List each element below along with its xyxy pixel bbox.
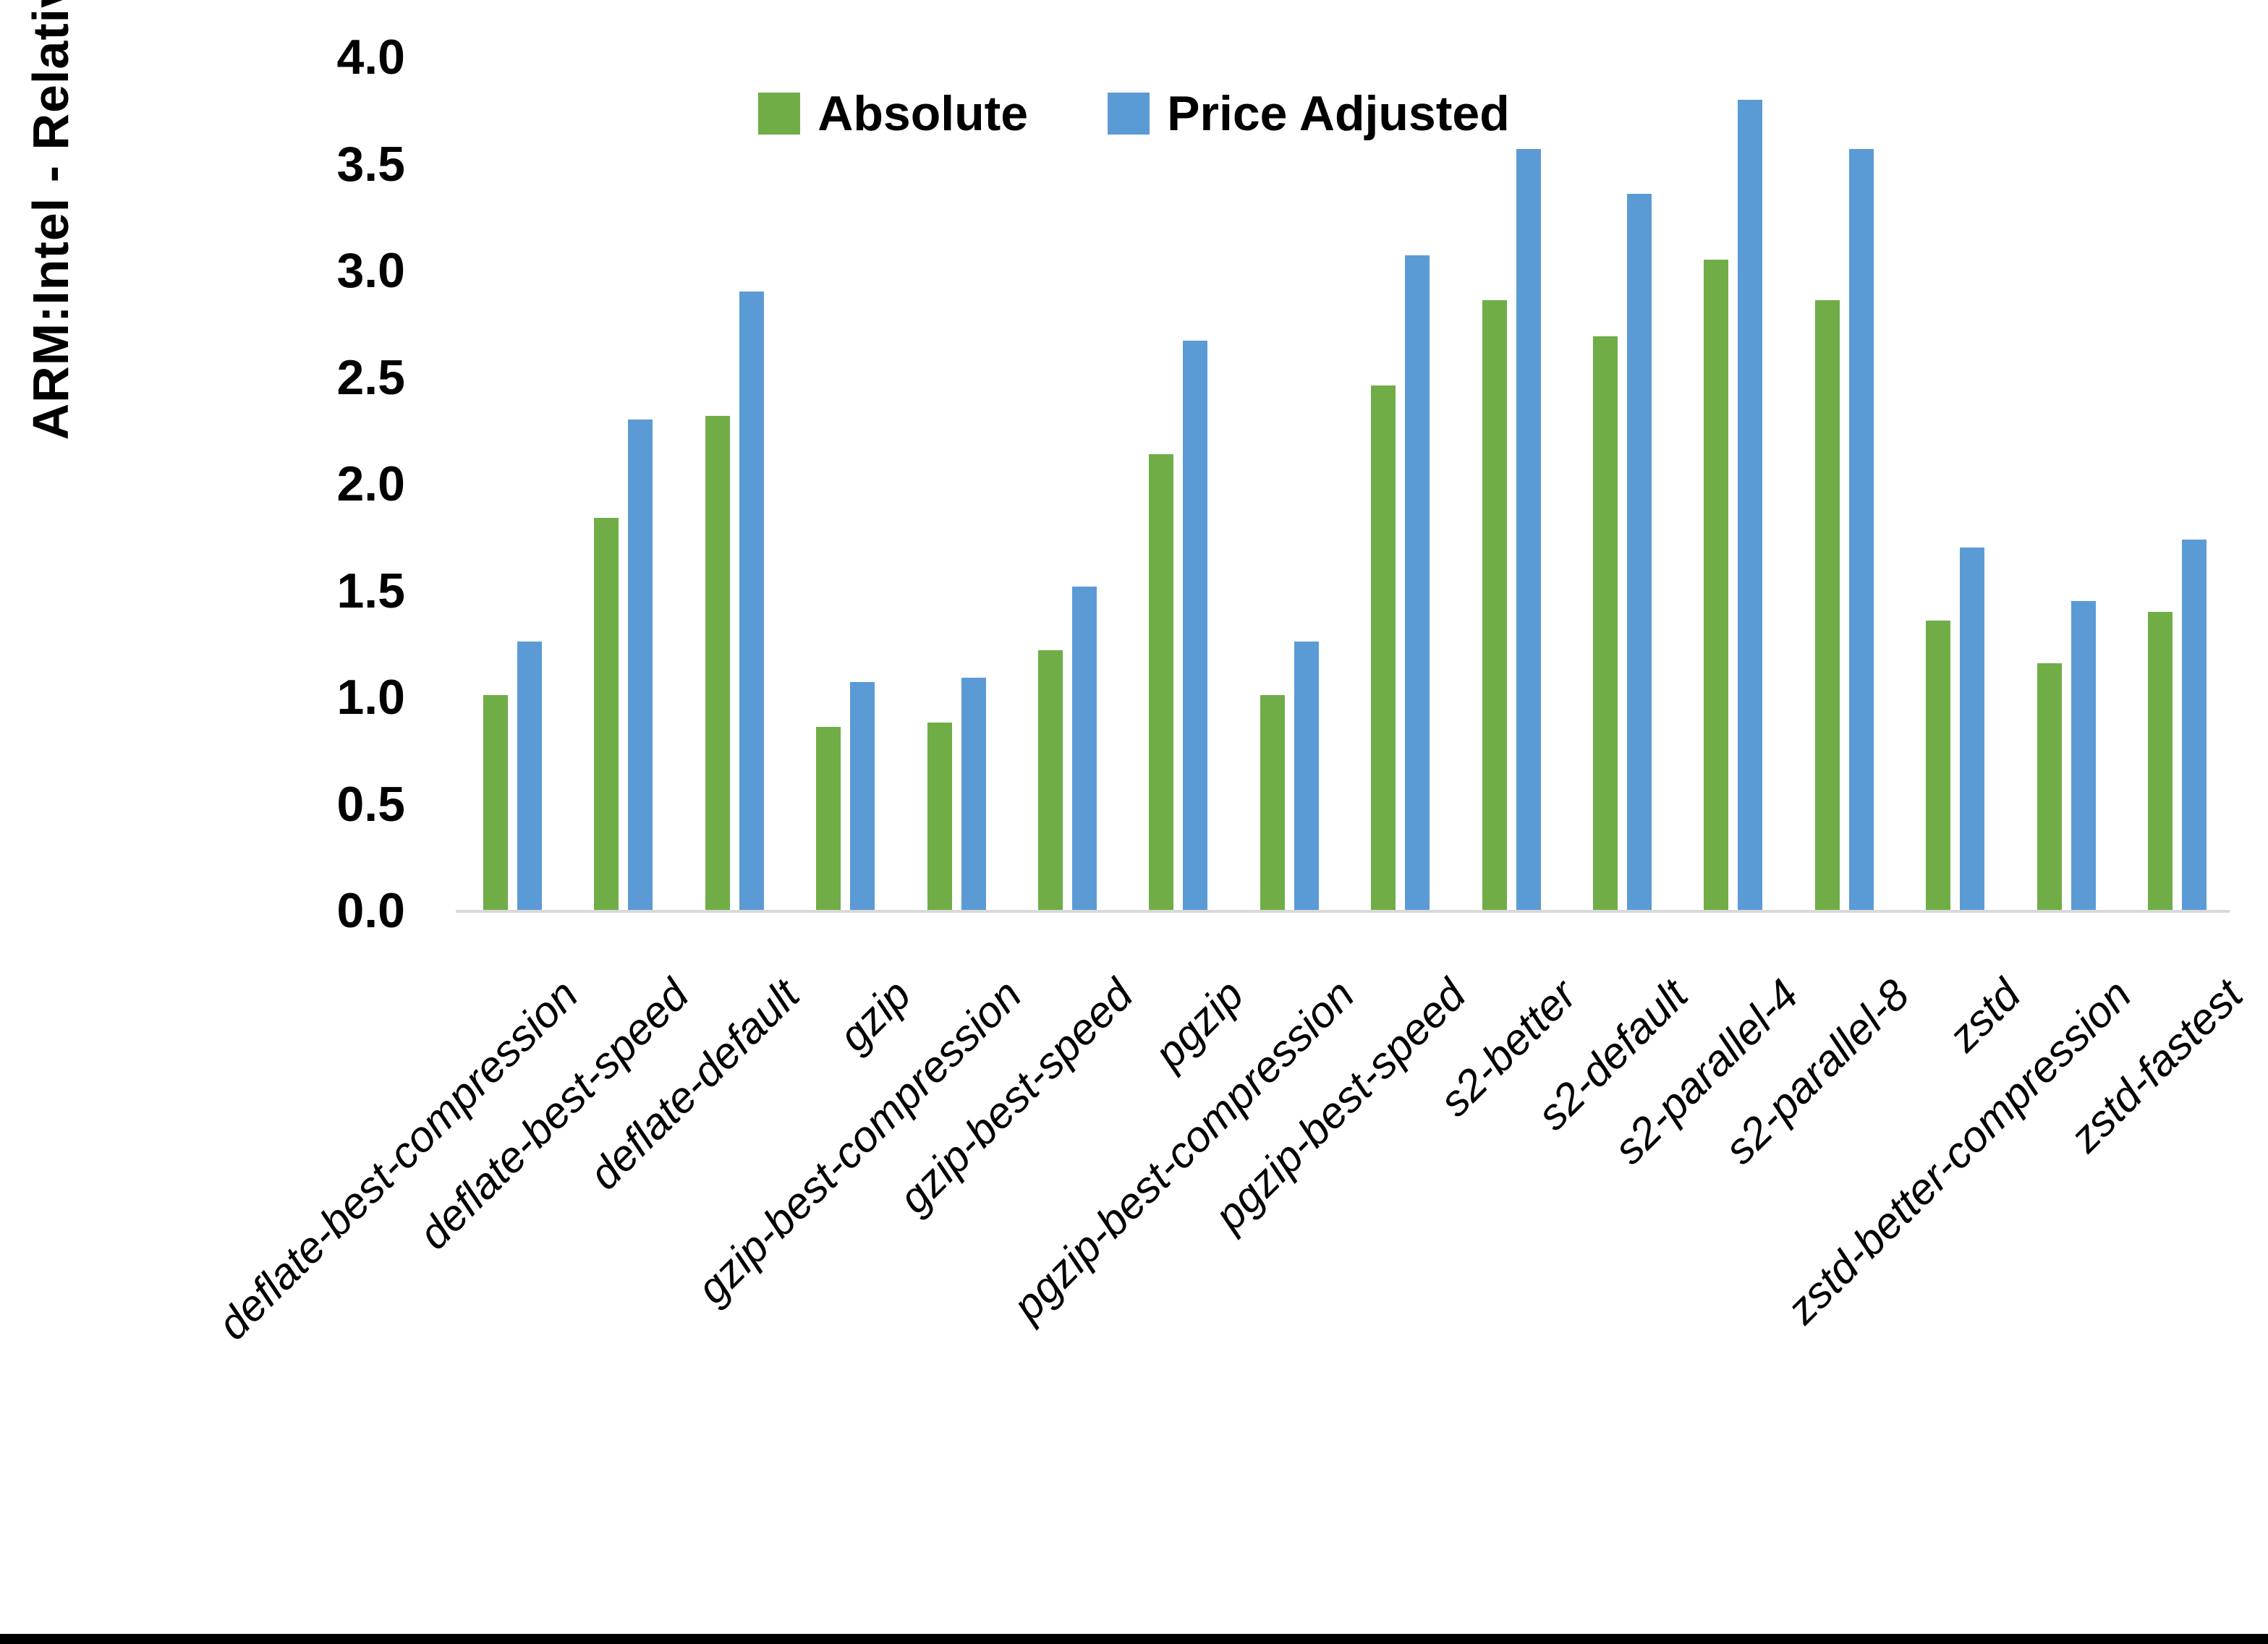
bar-price-adjusted-zstd-fastest: [2182, 540, 2207, 911]
bar-price-adjusted-pgzip-best-speed: [1405, 255, 1430, 911]
bar-absolute-deflate-default: [705, 416, 730, 911]
bar-price-adjusted-zstd: [1960, 548, 1984, 911]
legend-item-absolute: Absolute: [758, 85, 1028, 142]
bar-price-adjusted-gzip-best-compression: [961, 678, 986, 911]
bar-price-adjusted-zstd-better-compression: [2071, 601, 2096, 911]
bar-absolute-zstd-fastest: [2148, 612, 2173, 911]
bar-price-adjusted-s2-parallel-4: [1738, 100, 1762, 911]
y-tick-label-0.0: 0.0: [336, 883, 405, 938]
absolute-series-swatch-icon: [758, 93, 801, 135]
legend-label-absolute: Absolute: [817, 86, 1029, 141]
bar-absolute-deflate-best-speed: [594, 518, 619, 911]
bar-price-adjusted-deflate-best-compression: [517, 642, 542, 911]
bar-price-adjusted-pgzip-best-compression: [1294, 642, 1319, 911]
bar-absolute-pgzip: [1149, 454, 1173, 911]
bar-price-adjusted-gzip: [850, 682, 875, 911]
bar-absolute-deflate-best-compression: [483, 695, 508, 911]
bar-absolute-gzip-best-compression: [927, 723, 952, 911]
x-category-label-gzip: gzip: [829, 970, 920, 1061]
y-axis-title: ARM:Intel - Relative Performance: [22, 0, 79, 440]
bar-price-adjusted-s2-better: [1516, 149, 1541, 911]
bar-absolute-s2-parallel-8: [1815, 300, 1840, 911]
bar-absolute-pgzip-best-compression: [1260, 695, 1285, 911]
bar-absolute-s2-better: [1482, 300, 1507, 911]
legend-item-price-adjusted: Price Adjusted: [1108, 85, 1510, 142]
bar-absolute-s2-parallel-4: [1704, 260, 1728, 911]
x-axis-line: [456, 910, 2230, 913]
x-category-label-zstd: zstd: [1939, 970, 2030, 1061]
y-tick-label-2.0: 2.0: [336, 456, 405, 511]
bar-price-adjusted-deflate-default: [739, 291, 764, 911]
y-tick-label-1.5: 1.5: [336, 563, 405, 618]
y-tick-label-4.0: 4.0: [336, 30, 405, 85]
bar-absolute-zstd: [1926, 621, 1950, 911]
bar-absolute-s2-default: [1593, 336, 1618, 911]
y-tick-label-0.5: 0.5: [336, 776, 405, 832]
price-adjusted-series-swatch-icon: [1108, 93, 1150, 135]
bar-absolute-gzip: [816, 727, 841, 911]
y-tick-label-1.0: 1.0: [336, 670, 405, 725]
bar-absolute-gzip-best-speed: [1038, 650, 1063, 911]
y-tick-label-3.5: 3.5: [336, 136, 405, 192]
bar-absolute-zstd-better-compression: [2037, 663, 2062, 911]
bar-price-adjusted-s2-parallel-8: [1849, 149, 1874, 911]
bar-absolute-pgzip-best-speed: [1371, 386, 1396, 911]
y-tick-label-2.5: 2.5: [336, 349, 405, 405]
y-tick-label-3.0: 3.0: [336, 243, 405, 298]
bar-price-adjusted-pgzip: [1183, 341, 1207, 911]
legend-label-price-adjusted: Price Adjusted: [1167, 86, 1510, 141]
bar-price-adjusted-s2-default: [1627, 194, 1652, 911]
bar-price-adjusted-deflate-best-speed: [628, 419, 653, 911]
legend: Absolute Price Adjusted: [0, 85, 2268, 142]
window-bottom-border: [0, 1634, 2268, 1644]
bar-price-adjusted-gzip-best-speed: [1072, 587, 1097, 911]
